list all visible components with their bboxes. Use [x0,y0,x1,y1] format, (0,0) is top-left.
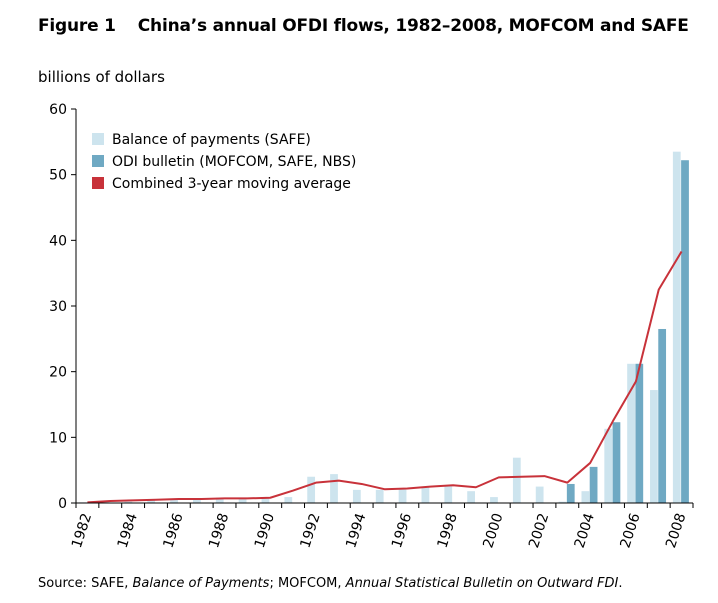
safe-bar-2003 [558,501,567,503]
safe-bar-1998 [444,485,453,503]
moving-average-layer [87,250,683,504]
x-tick-label-1994: 1994 [343,511,369,550]
source-suffix: . [618,576,623,591]
safe-bar-1984 [124,501,133,503]
y-tick-label-10: 10 [49,430,67,446]
chart-title: Figure 1 China’s annual OFDI flows, 1982–… [38,16,689,36]
legend: Balance of payments (SAFE) ODI bulletin (… [92,132,356,192]
odi-bars [566,160,689,503]
y-tick-label-40: 40 [49,233,67,249]
safe-bar-2002 [535,486,544,503]
legend-swatch-2 [92,155,104,167]
safe-bar-1990 [261,497,270,503]
x-tick-label-2006: 2006 [617,511,643,550]
y-tick-label-60: 60 [49,102,67,118]
odi-bar-2004 [589,466,598,503]
figure-title: China’s annual OFDI flows, 1982–2008, MO… [137,16,689,36]
odi-bar-2007 [658,328,667,503]
x-tick-label-1982: 1982 [69,511,95,550]
safe-bar-1988 [215,497,224,503]
safe-bar-1989 [238,497,247,503]
safe-bar-1996 [398,489,407,503]
safe-bar-2005 [604,428,613,503]
legend-swatch-3 [92,177,104,189]
y-tick-label-50: 50 [49,168,67,184]
chart-plot: 0 10 20 30 40 50 60 1982 1984 1986 1988 1990 1992 199… [49,102,694,550]
safe-bar-1985 [147,499,156,503]
safe-bar-1991 [284,497,293,503]
safe-bar-1986 [170,499,178,503]
x-tick-label-1998: 1998 [435,511,461,550]
source-middle: ; MOFCOM, [269,576,346,591]
safe-bars [78,151,681,503]
x-tick-label-2000: 2000 [480,511,506,550]
safe-bar-2001 [512,457,521,503]
odi-bar-2008 [681,160,689,503]
source-prefix: Source: SAFE, [38,576,133,591]
safe-bar-1993 [330,474,338,503]
odi-bar-2005 [612,422,621,503]
x-tick-label-2004: 2004 [572,511,598,550]
legend-label-2: ODI bulletin (MOFCOM, SAFE, NBS) [112,154,356,170]
x-tick-label-1996: 1996 [389,511,415,550]
x-tick-label-1992: 1992 [298,511,324,550]
safe-bar-1987 [193,499,201,503]
legend-swatch-1 [92,133,104,145]
safe-bar-1992 [307,476,316,503]
moving-average-line [87,250,683,504]
x-tick-label-2008: 2008 [663,511,689,550]
x-tick-label-1988: 1988 [206,511,232,550]
y-axis-label: billions of dollars [38,68,165,86]
safe-bar-2008 [672,151,681,503]
source-bulletin-title: Annual Statistical Bulletin on Outward F… [345,576,619,591]
odi-bar-2006 [635,363,644,503]
y-tick-label-0: 0 [58,496,67,512]
y-tick-label-20: 20 [49,365,67,381]
x-tick-label-2002: 2002 [526,511,552,550]
legend-label-1: Balance of payments (SAFE) [112,132,311,148]
safe-bar-1995 [375,489,384,503]
safe-bar-2007 [650,390,658,503]
legend-label-3: Combined 3-year moving average [112,176,351,192]
figure-label: Figure 1 [38,16,116,36]
safe-bar-2000 [490,497,498,503]
safe-bar-1997 [421,486,430,503]
source-note: Source: SAFE, Balance of Payments; MOFCO… [38,576,623,591]
safe-bar-2006 [627,363,635,503]
odi-bar-2003 [566,483,575,503]
y-tick-label-30: 30 [49,299,67,315]
safe-bar-1999 [467,491,475,503]
x-tick-label-1990: 1990 [252,511,278,550]
source-bop-title: Balance of Payments [132,576,270,591]
x-tick-label-1986: 1986 [160,511,186,550]
x-tick-label-1984: 1984 [115,511,141,550]
safe-bar-2004 [581,491,590,503]
safe-bar-1994 [352,489,361,503]
